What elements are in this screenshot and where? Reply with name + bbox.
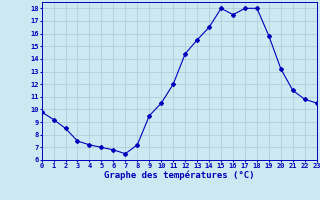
X-axis label: Graphe des températures (°C): Graphe des températures (°C) xyxy=(104,170,254,180)
